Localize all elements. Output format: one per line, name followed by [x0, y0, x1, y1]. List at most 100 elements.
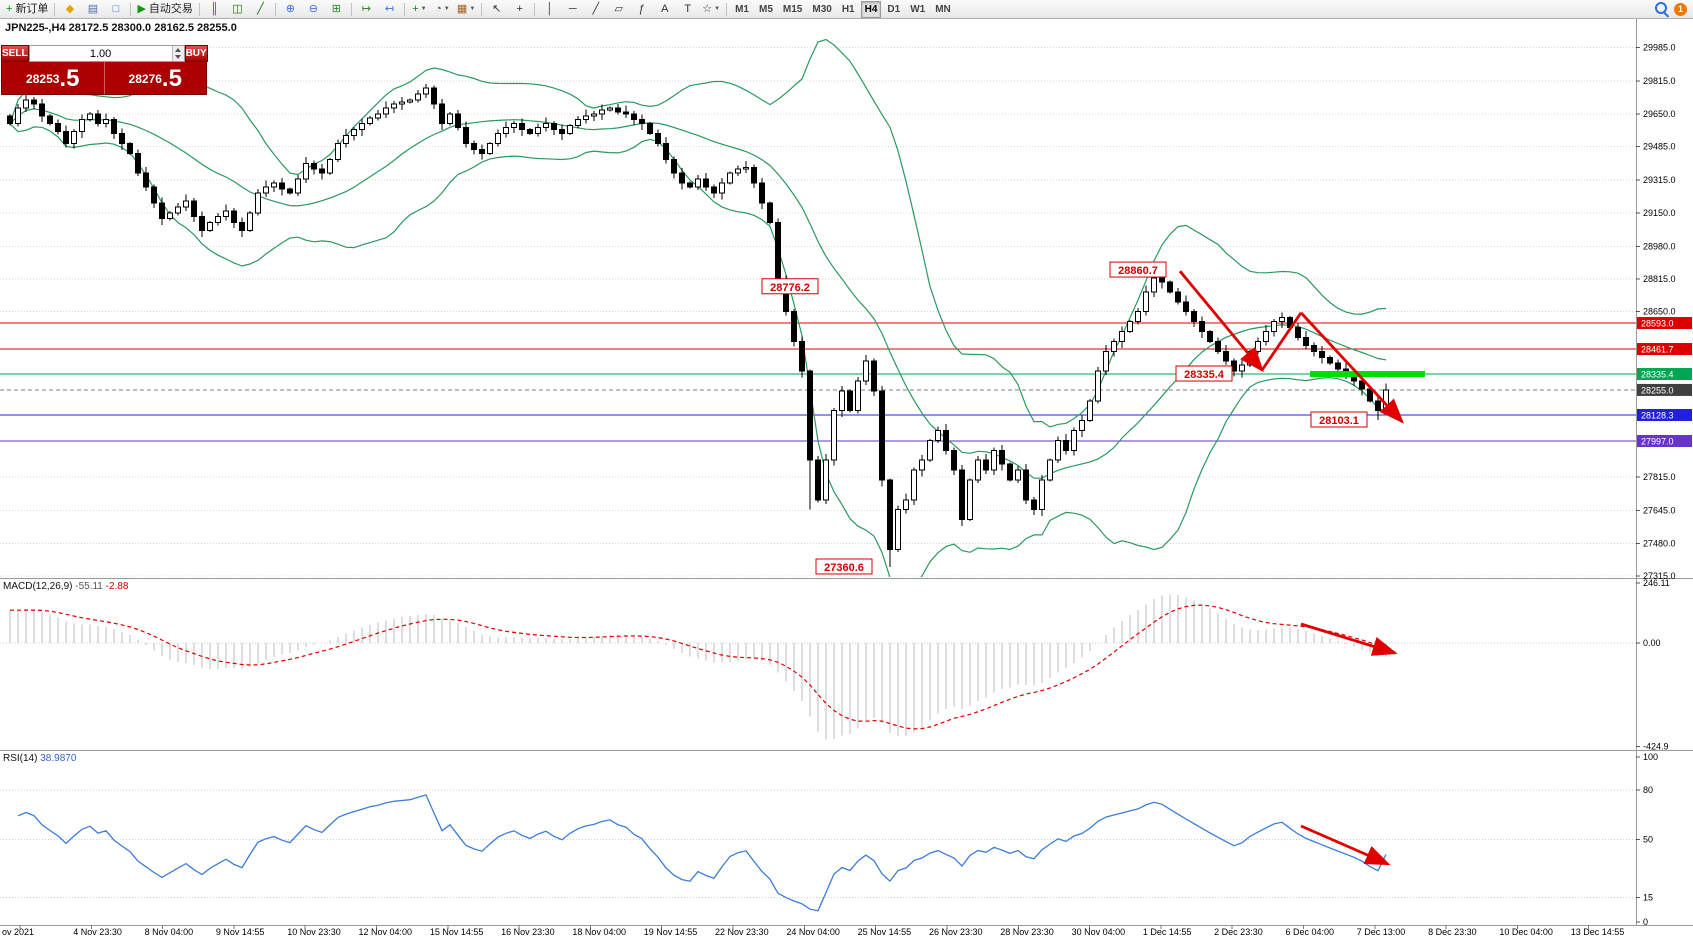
axis-badge: 27997.0	[1637, 435, 1692, 448]
cursor-icon: ↖	[492, 3, 502, 15]
horizontal-line-icon[interactable]: ─	[561, 0, 584, 18]
templates-icon[interactable]: ▦ ▼	[454, 0, 478, 18]
bollinger-upper-line	[9, 38, 1387, 428]
time-tick-label: 26 Nov 23:30	[929, 927, 983, 937]
time-tick-label: 16 Nov 23:30	[501, 927, 555, 937]
metaeditor-icon[interactable]: ◆	[58, 0, 81, 18]
trendline-icon[interactable]: ╱	[584, 0, 607, 18]
print-icon[interactable]: ▤	[81, 0, 104, 18]
price-annotation[interactable]: 28776.2	[761, 278, 819, 295]
candlestick-chart-icon: ◫	[232, 3, 243, 15]
time-tick-label: 10 Dec 04:00	[1499, 927, 1553, 937]
autotrading-button[interactable]: ▶ 自动交易	[134, 0, 195, 18]
macd-label: MACD(12,26,9) -55.11 -2.88	[3, 581, 128, 592]
time-tick-label: 25 Nov 14:55	[858, 927, 912, 937]
price-annotation[interactable]: 28103.1	[1310, 411, 1368, 428]
candlestick-chart-icon[interactable]: ◫	[226, 0, 249, 18]
price-annotation[interactable]: 27360.6	[815, 558, 873, 575]
candles-layer	[7, 84, 1389, 567]
time-tick-label: 7 Dec 13:00	[1357, 927, 1406, 937]
text-icon[interactable]: A	[653, 0, 676, 18]
macd-axis-label: -424.9	[1643, 742, 1669, 752]
new-order-button[interactable]: + 新订单	[3, 0, 51, 18]
timeframe-m5[interactable]: M5	[759, 3, 773, 15]
price-axis[interactable]: 29985.0 29815.0 29650.0 29485.0 29315.0 29150…	[1636, 43, 1692, 928]
fibonacci-icon[interactable]: ƒ	[630, 0, 653, 18]
rsi-axis-label: 100	[1643, 752, 1658, 762]
macd-trend-arrow[interactable]	[1300, 622, 1398, 656]
new-order-button-label: 新订单	[15, 3, 49, 15]
price-annotations[interactable]: 28776.2 28860.7 28335.4 28103.1 27360.6	[761, 261, 1368, 575]
indicators-icon[interactable]: + ▼	[408, 0, 431, 18]
zoom-out-icon[interactable]: ⊖	[302, 0, 325, 18]
timeframe-m1[interactable]: M1	[735, 3, 749, 15]
sell-price[interactable]: 28253.5	[2, 62, 104, 94]
macd-value-2: -2.88	[105, 581, 129, 592]
svg-text:28461.7: 28461.7	[1641, 345, 1674, 355]
axis-tick-label: 29150.0	[1643, 208, 1676, 218]
trend-arrow[interactable]	[1178, 270, 1264, 373]
time-tick-label: ov 2021	[2, 927, 34, 937]
buy-button[interactable]: BUY	[184, 45, 208, 62]
sell-button[interactable]: SELL	[1, 45, 29, 62]
trendline-icon: ╱	[592, 3, 600, 15]
print-preview-icon: □	[112, 3, 120, 15]
auto-scroll-icon[interactable]: ↦	[355, 0, 378, 18]
buy-price[interactable]: 28276.5	[105, 62, 207, 94]
price-annotation[interactable]: 28335.4	[1175, 365, 1233, 382]
indicators-icon: +	[412, 3, 419, 15]
macd-axis-label: 246.11	[1643, 578, 1670, 588]
chart-shift-icon[interactable]: ↤	[378, 0, 401, 18]
time-tick-label: 19 Nov 14:55	[644, 927, 698, 937]
horizontal-level-lines[interactable]	[0, 322, 1636, 442]
axis-tick-label: 28650.0	[1643, 307, 1676, 317]
timeframe-m15[interactable]: M15	[782, 3, 803, 15]
timeframe-m30[interactable]: M30	[812, 3, 832, 15]
timeframe-mn[interactable]: MN	[935, 3, 951, 15]
caret-down-icon: ▼	[443, 6, 450, 12]
zoom-in-icon: ⊕	[285, 3, 296, 15]
timeframe-d1[interactable]: D1	[887, 3, 901, 15]
label-icon[interactable]: T	[676, 0, 699, 18]
channel-icon[interactable]: ▱	[607, 0, 630, 18]
toolbar-separator	[481, 2, 483, 16]
price-annotation[interactable]: 28860.7	[1109, 261, 1167, 278]
bollinger-middle-line	[9, 108, 1387, 479]
periods-icon: ◔	[435, 3, 442, 15]
shapes-icon[interactable]: ☆ ▼	[699, 0, 723, 18]
axis-badge: 28593.0	[1637, 317, 1692, 330]
timeframe-h4[interactable]: H4	[860, 0, 882, 18]
bar-chart-icon[interactable]: ║	[203, 0, 226, 18]
caret-down-icon: ▼	[420, 6, 427, 12]
zoom-in-icon[interactable]: ⊕	[279, 0, 302, 18]
print-preview-icon[interactable]: □	[104, 0, 127, 18]
volume-up-button[interactable]	[172, 46, 184, 54]
timeframe-w1[interactable]: W1	[910, 3, 926, 15]
axis-tick-label: 27815.0	[1643, 472, 1676, 482]
rsi-trend-arrow[interactable]	[1300, 824, 1391, 866]
sell-price-pips: .5	[59, 65, 80, 92]
crosshair-icon: +	[516, 3, 523, 15]
trend-arrow[interactable]	[1299, 311, 1404, 424]
time-tick-label: 15 Nov 14:55	[430, 927, 484, 937]
volume-input[interactable]	[29, 46, 172, 61]
time-axis[interactable]: ov 2021 4 Nov 23:30 8 Nov 04:00 9 Nov 14:55…	[2, 925, 1624, 937]
toolbar-separator	[534, 2, 536, 16]
volume-down-button[interactable]	[172, 53, 184, 61]
notification-badge[interactable]: 1	[1674, 2, 1687, 16]
vertical-line-icon[interactable]: │	[538, 0, 561, 18]
cursor-icon[interactable]: ↖	[485, 0, 508, 18]
crosshair-icon[interactable]: +	[508, 0, 531, 18]
macd-axis-label: 0.00	[1643, 638, 1661, 648]
macd-value-1: -55.11	[75, 581, 103, 592]
line-chart-icon[interactable]: ╱	[249, 0, 272, 18]
rsi-axis-label: 0	[1643, 917, 1648, 927]
tile-windows-icon[interactable]: ⊞	[325, 0, 348, 18]
axis-tick-label: 29315.0	[1643, 175, 1676, 185]
periods-icon[interactable]: ◔ ▼	[431, 0, 454, 18]
search-icon[interactable]	[1655, 2, 1670, 18]
trend-arrows[interactable]	[1178, 270, 1404, 424]
trend-arrow[interactable]	[1260, 311, 1303, 371]
timeframe-h1[interactable]: H1	[841, 3, 855, 15]
